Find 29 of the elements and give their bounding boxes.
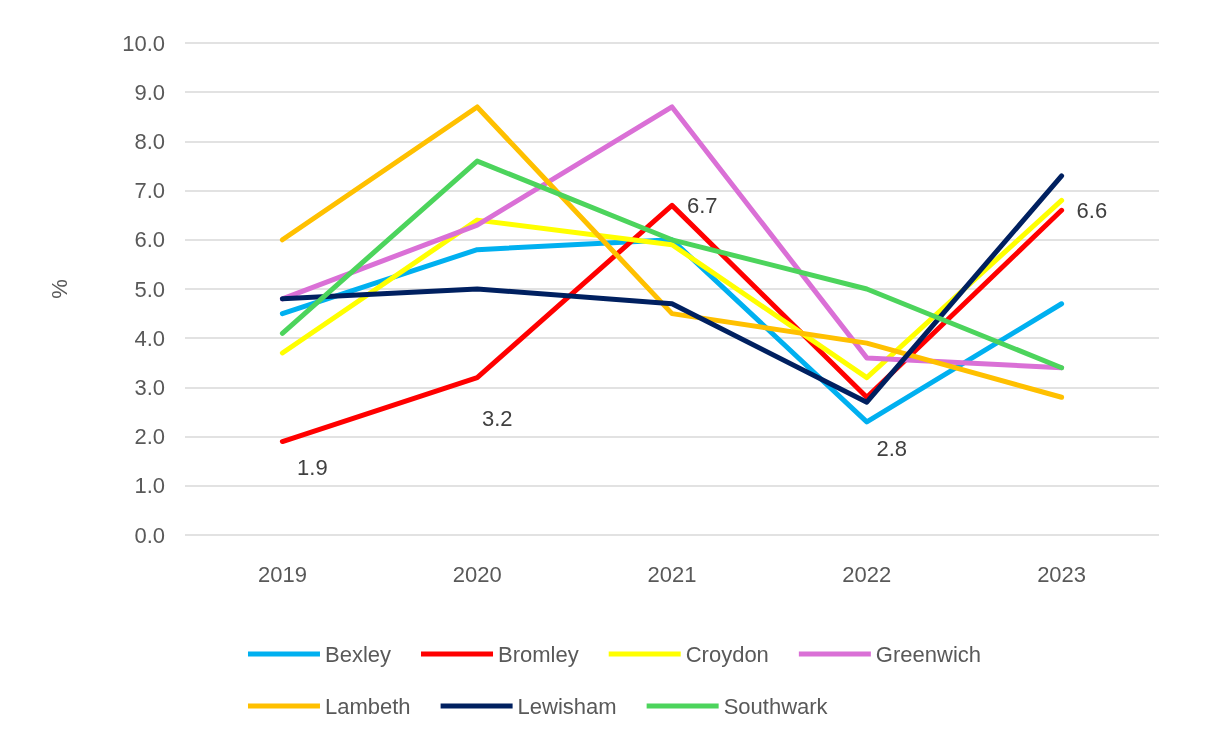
y-axis-title: %: [46, 279, 72, 299]
x-tick-label: 2021: [647, 561, 697, 587]
legend-label: Croydon: [685, 641, 769, 667]
data-label: 2.8: [876, 435, 908, 461]
legend-label: Lewisham: [517, 693, 617, 719]
legend-label: Bromley: [498, 641, 579, 667]
legend-label: Bexley: [324, 641, 392, 667]
y-tick-label: 1.0: [134, 473, 165, 499]
y-tick-label: 5.0: [134, 276, 165, 302]
y-tick-label: 2.0: [134, 424, 165, 450]
x-tick-label: 2023: [1037, 561, 1087, 587]
data-label: 6.7: [687, 192, 718, 218]
y-tick-label: 3.0: [134, 374, 165, 400]
x-tick-label: 2020: [452, 561, 502, 587]
y-tick-label: 0.0: [134, 522, 165, 548]
legend-label: Lambeth: [324, 693, 411, 719]
data-label: 6.6: [1076, 197, 1108, 223]
legend-label: Greenwich: [875, 641, 982, 667]
data-label: 1.9: [297, 455, 328, 481]
y-tick-label: 6.0: [134, 227, 165, 253]
x-tick-label: 2022: [842, 561, 892, 587]
legend-label: Southwark: [723, 693, 829, 719]
y-tick-label: 4.0: [134, 325, 165, 351]
y-tick-label: 8.0: [134, 128, 165, 154]
y-tick-label: 9.0: [134, 79, 165, 105]
y-tick-label: 7.0: [134, 178, 165, 204]
x-tick-label: 2019: [257, 561, 307, 587]
data-label: 3.2: [481, 406, 513, 432]
y-tick-label: 10.0: [122, 30, 165, 56]
